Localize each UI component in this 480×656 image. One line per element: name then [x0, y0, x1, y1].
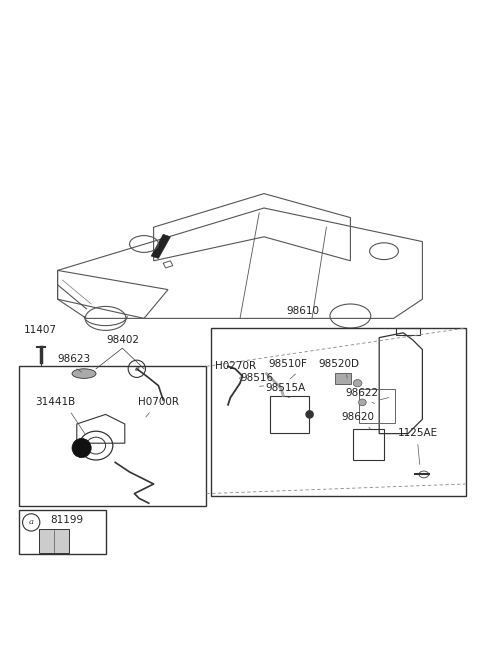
- Text: 98520D: 98520D: [318, 359, 359, 369]
- Text: 98623: 98623: [58, 354, 91, 364]
- Text: 31441B: 31441B: [35, 397, 75, 407]
- Text: 98402: 98402: [106, 335, 139, 345]
- Text: a: a: [29, 518, 34, 526]
- Polygon shape: [151, 234, 170, 258]
- Text: 98622: 98622: [346, 388, 379, 398]
- Ellipse shape: [72, 438, 91, 458]
- FancyBboxPatch shape: [39, 529, 69, 553]
- Ellipse shape: [359, 399, 366, 406]
- Text: a: a: [134, 365, 139, 373]
- Ellipse shape: [72, 369, 96, 379]
- Text: 11407: 11407: [24, 325, 57, 335]
- Ellipse shape: [306, 411, 313, 418]
- Text: 98610: 98610: [286, 306, 319, 316]
- Text: 98620: 98620: [341, 411, 374, 422]
- Text: H0270R: H0270R: [215, 361, 256, 371]
- Text: 1125AE: 1125AE: [397, 428, 438, 438]
- FancyBboxPatch shape: [335, 373, 351, 384]
- Text: H0700R: H0700R: [138, 397, 179, 407]
- Text: 98510F: 98510F: [269, 359, 307, 369]
- Ellipse shape: [353, 380, 362, 387]
- Text: 81199: 81199: [50, 515, 84, 525]
- Text: 98516: 98516: [240, 373, 274, 383]
- Text: 98515A: 98515A: [265, 383, 306, 393]
